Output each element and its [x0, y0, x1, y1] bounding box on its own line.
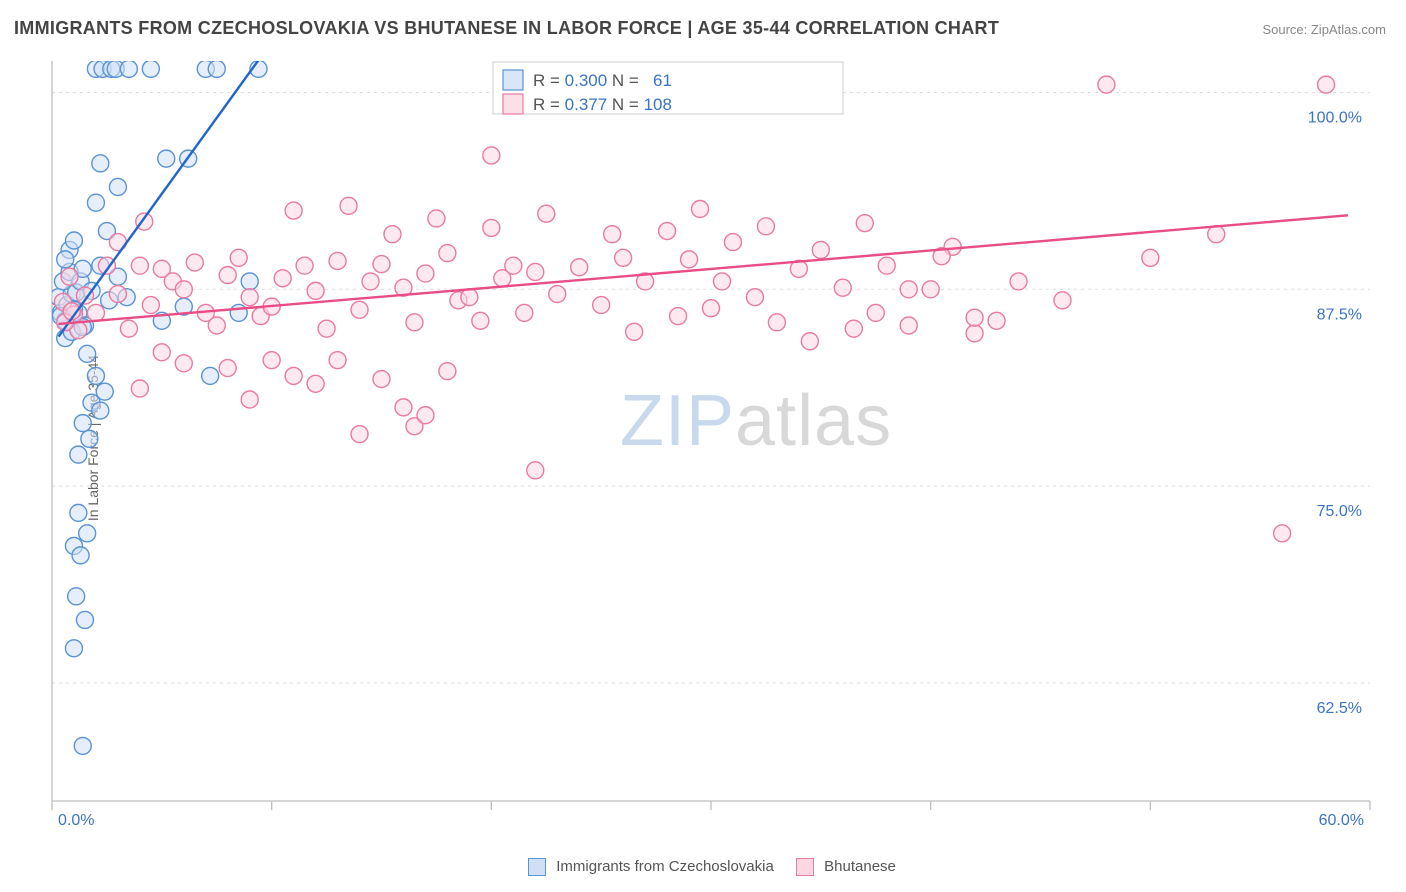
legend-label-czech: Immigrants from Czechoslovakia [556, 858, 774, 875]
svg-text:0.0%: 0.0% [58, 812, 94, 825]
scatter-chart: 62.5% 75.0% 87.5% 100.0% 0.0% 60.0% R = 0.300 … [48, 55, 1388, 825]
source-attribution: Source: ZipAtlas.com [1262, 22, 1386, 37]
svg-text:60.0%: 60.0% [1319, 812, 1364, 825]
svg-text:75.0%: 75.0% [1317, 503, 1362, 520]
chart-title: IMMIGRANTS FROM CZECHOSLOVAKIA VS BHUTAN… [14, 18, 999, 39]
legend-label-bhutan: Bhutanese [824, 858, 896, 875]
svg-text:100.0%: 100.0% [1308, 109, 1362, 126]
source-label: Source: [1262, 22, 1310, 37]
svg-text:62.5%: 62.5% [1317, 700, 1362, 717]
source-link[interactable]: ZipAtlas.com [1311, 22, 1386, 37]
legend-bottom: Immigrants from Czechoslovakia Bhutanese [0, 858, 1406, 876]
svg-text:87.5%: 87.5% [1317, 306, 1362, 323]
svg-text:R = 0.300 N = 61: R = 0.300 N = 61 [533, 71, 672, 90]
legend-swatch-czech [528, 858, 546, 876]
svg-text:R = 0.377 N = 108: R = 0.377 N = 108 [533, 95, 672, 114]
legend-swatch-bhutan [796, 858, 814, 876]
